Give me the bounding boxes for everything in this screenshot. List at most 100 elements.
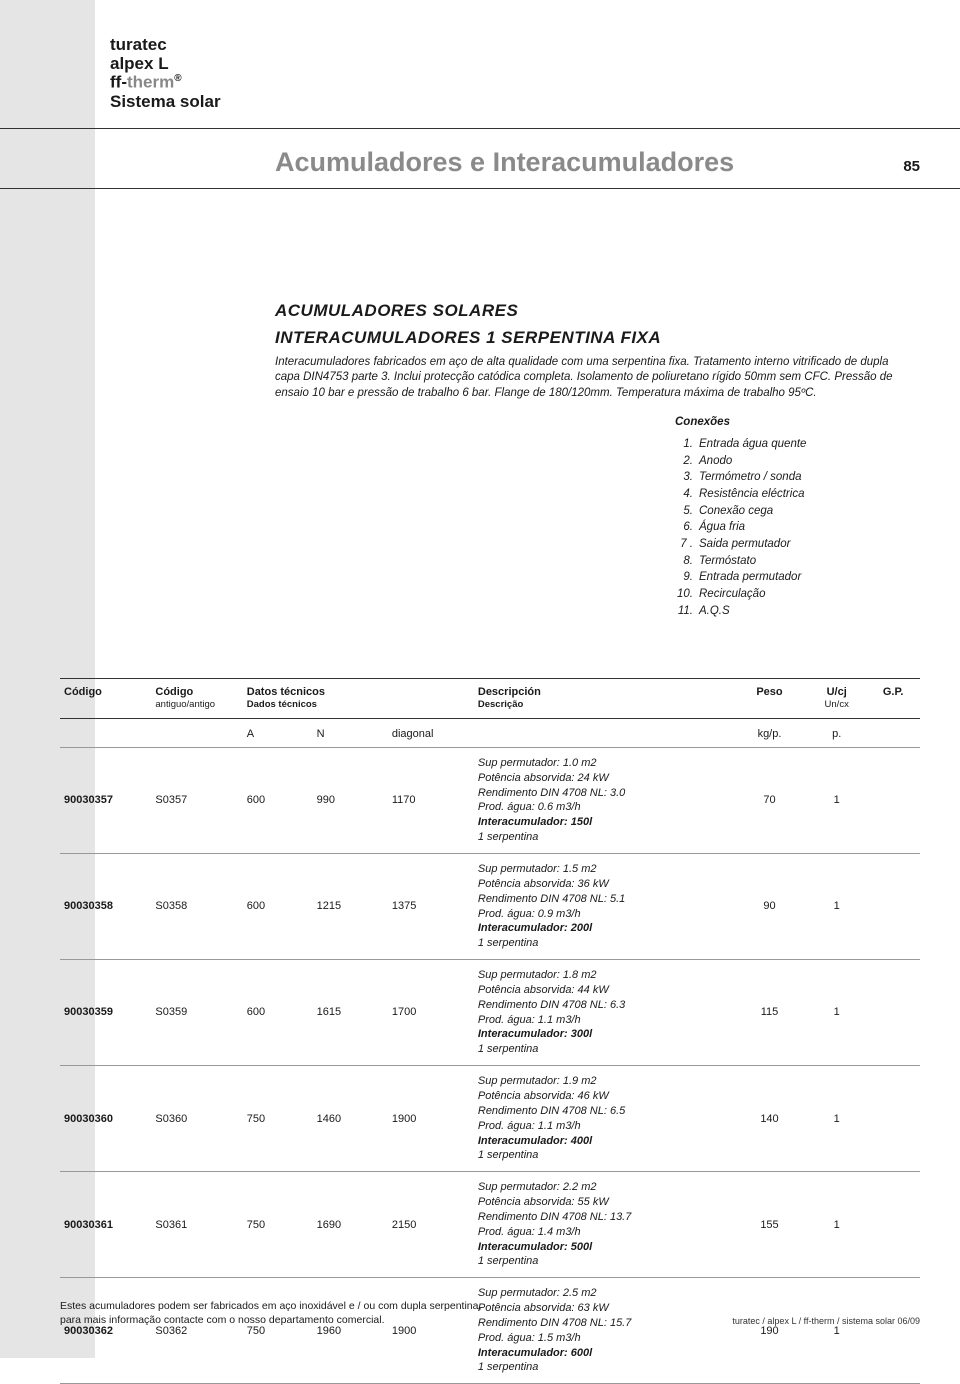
connection-text: Resistência eléctrica (699, 486, 804, 503)
desc-line: Potência absorvida: 55 kW (478, 1195, 728, 1210)
table-cell: 750 (243, 1278, 313, 1384)
table-cell: 1960 (313, 1278, 388, 1384)
table-cell: 90030362 (60, 1278, 151, 1384)
th-codigo: Código (60, 679, 151, 719)
connection-num: 9. (675, 569, 693, 586)
table-wrap: Código Código antiguo/antigo Datos técni… (60, 678, 920, 1384)
th2-n: N (313, 718, 388, 747)
desc-line: Prod. água: 0.6 m3/h (478, 800, 728, 815)
connection-item: 11.A.Q.S (675, 603, 905, 620)
table-cell (866, 960, 920, 1066)
connection-item: 3.Termómetro / sonda (675, 469, 905, 486)
desc-line: Sup permutador: 1.9 m2 (478, 1074, 728, 1089)
section: ACUMULADORES SOLARES INTERACUMULADORES 1… (275, 300, 905, 619)
table-cell: 90030359 (60, 960, 151, 1066)
table-cell: S0359 (151, 960, 242, 1066)
table-cell: 90030357 (60, 747, 151, 853)
connection-item: 5.Conexão cega (675, 503, 905, 520)
page-title: Acumuladores e Interacumuladores (275, 145, 734, 180)
table-cell: S0357 (151, 747, 242, 853)
table-cell: 90 (732, 854, 807, 960)
th-peso: Peso (732, 679, 807, 719)
connection-num: 6. (675, 519, 693, 536)
connection-num: 11. (675, 603, 693, 620)
footnote-right: turatec / alpex L / ff-therm / sistema s… (732, 1316, 920, 1328)
footnote-left: Estes acumuladores podem ser fabricados … (60, 1300, 481, 1327)
table-cell: 600 (243, 747, 313, 853)
section-title-1: ACUMULADORES SOLARES (275, 300, 905, 321)
connection-text: Termómetro / sonda (699, 469, 801, 486)
table-header-1: Código Código antiguo/antigo Datos técni… (60, 679, 920, 719)
table-cell: 750 (243, 1172, 313, 1278)
table-cell-desc: Sup permutador: 1.9 m2Potência absorvida… (474, 1066, 732, 1172)
th-desc: Descripción Descrição (474, 679, 732, 719)
table-cell: 90030358 (60, 854, 151, 960)
connection-text: Anodo (699, 453, 732, 470)
table-cell (866, 1066, 920, 1172)
desc-line: Potência absorvida: 44 kW (478, 983, 728, 998)
brand-line-2: alpex L (110, 55, 221, 74)
th-antigo-label: Código (155, 686, 193, 698)
connection-item: 7 . Saida permutador (675, 536, 905, 553)
desc-tail: 1 serpentina (478, 830, 728, 845)
connection-item: 8.Termóstato (675, 553, 905, 570)
table-cell (866, 747, 920, 853)
page: turatec alpex L ff-therm® Sistema solar … (0, 0, 960, 1358)
table-cell (866, 1278, 920, 1384)
connections-block: Conexões 1.Entrada água quente2.Anodo3.T… (675, 415, 905, 619)
desc-bold: Interacumulador: 600l (478, 1346, 728, 1361)
connections-title: Conexões (675, 415, 905, 430)
table-row: 90030359S035960016151700Sup permutador: … (60, 960, 920, 1066)
footnote-left-2: para mais informação contacte com o noss… (60, 1314, 481, 1328)
table-cell: 1690 (313, 1172, 388, 1278)
desc-line: Prod. água: 1.1 m3/h (478, 1119, 728, 1134)
top-rule (0, 128, 960, 129)
table-cell: 140 (732, 1066, 807, 1172)
table-cell: 1 (807, 960, 866, 1066)
connection-text: Termóstato (699, 553, 756, 570)
desc-line: Prod. água: 1.5 m3/h (478, 1331, 728, 1346)
desc-line: Sup permutador: 2.2 m2 (478, 1180, 728, 1195)
connection-text: Saida permutador (699, 536, 790, 553)
table-row: 90030357S03576009901170Sup permutador: 1… (60, 747, 920, 853)
table-cell: 90030361 (60, 1172, 151, 1278)
table-cell-desc: Sup permutador: 1.0 m2Potência absorvida… (474, 747, 732, 853)
desc-line: Sup permutador: 1.0 m2 (478, 756, 728, 771)
table-row: 90030361S036175016902150Sup permutador: … (60, 1172, 920, 1278)
table-cell: S0360 (151, 1066, 242, 1172)
th-ucj-sub: Un/cx (811, 699, 862, 711)
desc-bold: Interacumulador: 150l (478, 815, 728, 830)
table-cell (866, 854, 920, 960)
table-row: 90030362S036275019601900Sup permutador: … (60, 1278, 920, 1384)
th-ucj: U/cj Un/cx (807, 679, 866, 719)
table-cell: 1 (807, 1066, 866, 1172)
table-cell-desc: Sup permutador: 1.5 m2Potência absorvida… (474, 854, 732, 960)
page-number: 85 (903, 157, 920, 177)
table-cell-desc: Sup permutador: 2.2 m2Potência absorvida… (474, 1172, 732, 1278)
connection-item: 1.Entrada água quente (675, 436, 905, 453)
table-cell: 1 (807, 1278, 866, 1384)
th2-p: p. (807, 718, 866, 747)
desc-tail: 1 serpentina (478, 1360, 728, 1375)
brand-line-3: ff-therm® (110, 73, 221, 92)
desc-line: Rendimento DIN 4708 NL: 3.0 (478, 786, 728, 801)
desc-tail: 1 serpentina (478, 936, 728, 951)
table-cell: 990 (313, 747, 388, 853)
table-cell: 1375 (388, 854, 474, 960)
data-table: Código Código antiguo/antigo Datos técni… (60, 678, 920, 1384)
desc-bold: Interacumulador: 200l (478, 921, 728, 936)
desc-line: Sup permutador: 2.5 m2 (478, 1286, 728, 1301)
brand-line-3a: ff- (110, 73, 127, 92)
connection-num: 4. (675, 486, 693, 503)
table-body: 90030357S03576009901170Sup permutador: 1… (60, 747, 920, 1383)
connection-item: 6.Água fria (675, 519, 905, 536)
th-antigo: Código antiguo/antigo (151, 679, 242, 719)
connection-text: Entrada água quente (699, 436, 806, 453)
table-row: 90030358S035860012151375Sup permutador: … (60, 854, 920, 960)
table-cell: 70 (732, 747, 807, 853)
desc-line: Prod. água: 1.4 m3/h (478, 1225, 728, 1240)
table-cell: S0358 (151, 854, 242, 960)
connection-num: 7 . (675, 536, 693, 553)
table-cell: 1615 (313, 960, 388, 1066)
table-cell (866, 1172, 920, 1278)
